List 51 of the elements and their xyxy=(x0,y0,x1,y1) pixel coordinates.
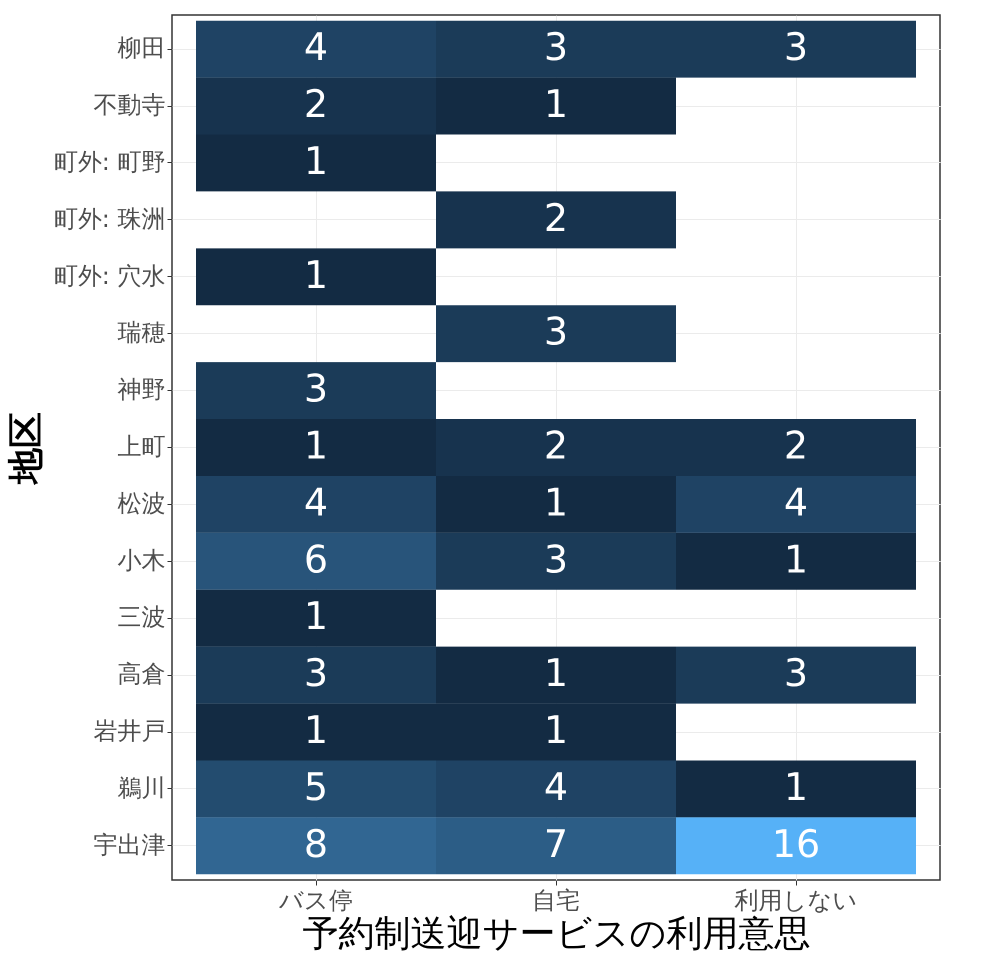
y-tick-label: 町外: 珠洲 xyxy=(54,204,166,233)
data-label: 2 xyxy=(304,82,328,126)
data-label: 4 xyxy=(544,764,568,809)
y-tick-label: 不動寺 xyxy=(94,91,166,120)
data-label: 4 xyxy=(304,480,328,524)
y-tick-label: 柳田 xyxy=(118,34,166,62)
data-label: 3 xyxy=(544,310,568,354)
data-label: 1 xyxy=(304,138,328,183)
data-label: 1 xyxy=(304,252,328,297)
data-label: 2 xyxy=(544,196,568,240)
y-tick-label: 高倉 xyxy=(118,660,166,688)
data-label: 16 xyxy=(772,822,820,866)
data-label: 1 xyxy=(304,594,328,638)
data-label: 1 xyxy=(544,82,568,126)
data-label: 1 xyxy=(544,651,568,696)
y-tick-label: 町外: 穴水 xyxy=(54,262,166,290)
y-tick-label: 小木 xyxy=(118,546,166,574)
y-tick-label: 瑞穂 xyxy=(118,318,166,347)
data-label: 1 xyxy=(304,424,328,468)
data-label: 3 xyxy=(304,366,328,411)
data-label: 5 xyxy=(304,764,328,809)
data-label: 1 xyxy=(784,764,808,809)
data-label: 7 xyxy=(544,822,568,866)
y-tick-label: 町外: 町野 xyxy=(54,148,166,176)
y-tick-label: 神野 xyxy=(118,376,166,404)
data-label: 3 xyxy=(784,651,808,696)
data-label: 2 xyxy=(784,424,808,468)
data-label: 3 xyxy=(304,651,328,696)
y-tick-label: 宇出津 xyxy=(94,830,166,859)
data-label: 8 xyxy=(304,822,328,866)
y-axis-title: 地区 xyxy=(6,412,47,486)
data-label: 3 xyxy=(544,537,568,582)
data-label: 1 xyxy=(784,537,808,582)
x-axis-title: 予約制送迎サービスの利用意思 xyxy=(302,914,810,954)
data-label: 2 xyxy=(544,424,568,468)
y-tick-label: 岩井戸 xyxy=(94,717,166,746)
data-label: 4 xyxy=(304,25,328,70)
data-label: 1 xyxy=(544,708,568,752)
data-label: 3 xyxy=(544,25,568,70)
data-label: 4 xyxy=(784,480,808,524)
x-tick-label: バス停 xyxy=(278,886,353,914)
data-label: 1 xyxy=(544,480,568,524)
x-tick-label: 自宅 xyxy=(532,886,580,914)
x-tick-label: 利用しない xyxy=(734,886,858,914)
data-label: 6 xyxy=(304,537,328,582)
y-tick-label: 鵜川 xyxy=(118,774,166,802)
data-label: 3 xyxy=(784,25,808,70)
data-label: 1 xyxy=(304,708,328,752)
y-tick-label: 上町 xyxy=(118,432,166,460)
y-tick-label: 三波 xyxy=(118,603,166,632)
y-tick-label: 松波 xyxy=(118,489,166,518)
